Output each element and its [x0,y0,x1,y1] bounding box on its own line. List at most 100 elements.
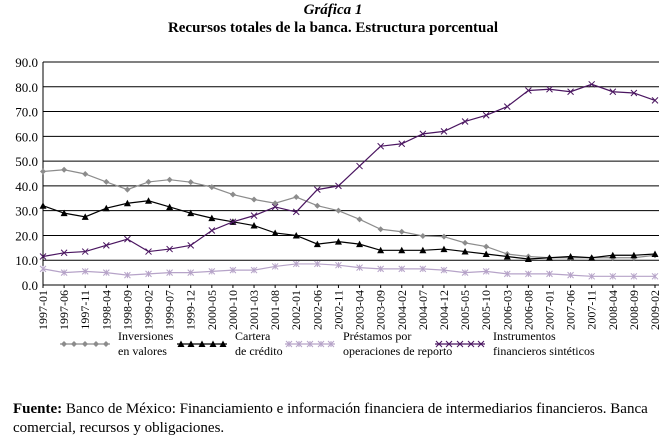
x-tick-label: 2004-07 [416,290,430,330]
legend-marker [209,340,217,347]
data-point [630,272,638,280]
data-point [483,243,490,250]
data-point [482,268,490,275]
data-point [39,265,47,273]
data-point [208,268,216,275]
data-point [398,246,406,254]
data-point [145,178,152,185]
x-tick-label: 2001-03 [247,290,261,330]
data-point [124,271,131,279]
data-point [313,240,321,248]
data-point [335,182,342,190]
legend-marker [177,340,185,347]
data-point [377,226,384,233]
data-point [482,250,490,258]
data-point [377,265,385,273]
x-tick-label: 2008-09 [627,290,641,330]
data-point [651,97,659,104]
legend-marker [82,341,88,347]
x-tick-labels: 1997-01 1997-06 1997-11 1998-04 1998-09 1999-… [36,290,662,330]
legend-marker [93,341,99,347]
data-point [166,203,174,210]
y-tick-labels: 0.0 10.0 20.0 30.0 40.0 50.0 60.0 70.0 80.0 90.0 [15,55,38,293]
data-point [419,232,426,239]
x-tick-label: 2003-09 [374,290,388,330]
series-line [42,263,655,277]
data-point [187,269,195,276]
data-point [271,229,279,236]
source-note: Fuente: Banco de México: Financiamiento … [13,400,663,438]
data-point [229,218,237,226]
data-point [377,246,385,254]
x-tick-label: 2002-06 [310,290,324,330]
data-point [503,270,511,278]
data-point [377,142,385,150]
data-point [525,87,532,94]
data-point [335,261,342,269]
data-point [250,222,258,229]
x-tick-label: 2001-08 [268,290,282,330]
data-point [81,248,89,255]
data-point [292,260,300,268]
data-point [39,202,47,209]
chart-title: Recursos totales de la banca. Estructura… [167,20,499,36]
x-tick-label: 1999-02 [142,290,156,330]
data-point [82,170,89,177]
x-tick-label: 1997-01 [36,290,50,330]
data-point [398,140,406,148]
data-point [524,255,532,262]
data-point [588,80,596,88]
data-point [356,162,363,170]
series-line [42,169,656,259]
data-point [314,202,321,209]
data-point [546,270,553,278]
legend-label: Cartera de crédito [235,329,283,358]
x-tick-label: 2004-12 [437,290,451,330]
x-tick-label: 2000-10 [226,290,240,330]
series-line [42,200,656,260]
gridlines [43,61,659,261]
data-point [651,250,659,258]
x-tick-label: 2006-03 [500,290,514,330]
data-point [503,253,511,260]
data-point [292,208,300,216]
legend-marker [295,340,303,348]
data-point [229,191,236,198]
data-point [166,245,173,253]
x-tick-label: 2002-01 [289,290,303,330]
data-point [461,118,469,125]
x-tick-label: 2007-01 [542,290,556,330]
legend-label: Inversiones en valores [118,329,174,358]
data-point [609,88,617,96]
x-tick-label: 2000-05 [205,290,219,330]
data-point [208,227,216,234]
data-point [546,85,553,93]
y-tick-label: 70.0 [15,105,38,120]
source-text: Banco de México: Financiamiento e inform… [13,401,648,436]
x-tick-label: 2006-08 [521,290,535,330]
legend-item-inversiones: Inversiones en valores [60,329,174,358]
data-point [81,268,89,275]
y-tick-label: 40.0 [15,179,38,194]
data-point [145,197,153,204]
data-point [567,88,574,96]
data-point [630,251,638,259]
data-point [60,269,68,276]
data-point [187,179,194,186]
data-point [335,207,342,214]
data-point [229,266,237,274]
data-point [102,204,110,212]
legend-marker [467,340,475,348]
data-point [124,186,131,193]
x-tick-label: 2005-05 [458,290,472,330]
data-point [609,272,617,280]
data-point [567,253,575,260]
data-point [187,209,195,217]
legend-marker [219,340,227,347]
data-point [398,228,405,235]
legend-label: Instrumentos financieros sintéticos [493,329,595,358]
data-point [545,254,553,261]
data-point [61,166,68,173]
x-tick-label: 1997-11 [78,290,92,330]
data-point [166,269,173,276]
